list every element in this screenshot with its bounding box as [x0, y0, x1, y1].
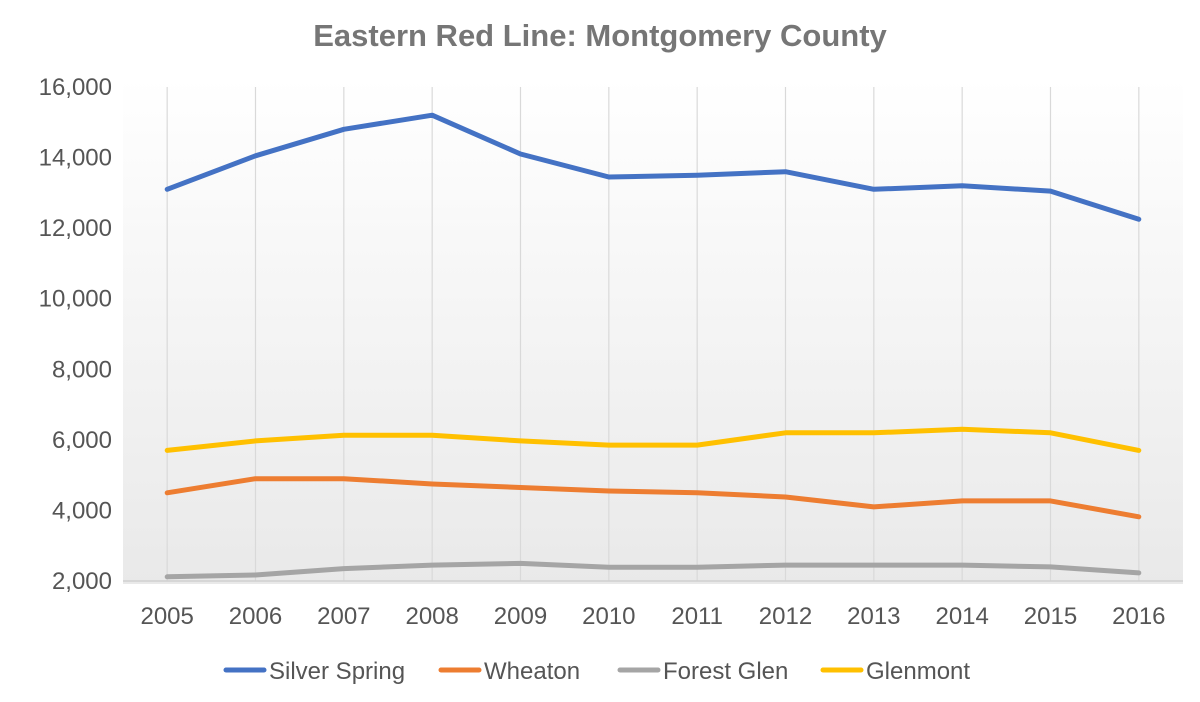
- x-tick-label: 2005: [140, 603, 193, 630]
- x-tick-label: 2016: [1112, 603, 1165, 630]
- y-tick-label: 4,000: [52, 497, 112, 524]
- x-tick-label: 2010: [582, 603, 635, 630]
- x-tick-label: 2007: [317, 603, 370, 630]
- y-tick-label: 12,000: [39, 215, 112, 242]
- legend-label-silver-spring: Silver Spring: [269, 658, 405, 685]
- x-tick-label: 2015: [1024, 603, 1077, 630]
- y-tick-label: 16,000: [39, 74, 112, 101]
- x-tick-label: 2009: [494, 603, 547, 630]
- legend: Silver Spring Wheaton Forest Glen Glenmont: [223, 658, 970, 685]
- axes: 2,000 4,000 6,000 8,000 10,000 12,000 14,000 16…: [39, 74, 1183, 630]
- chart-title: Eastern Red Line: Montgomery County: [313, 18, 887, 53]
- series-line-forest-glen: [164, 560, 1142, 580]
- legend-label-wheaton: Wheaton: [484, 658, 580, 685]
- x-tick-label: 2012: [759, 603, 812, 630]
- x-tick-label: 2006: [229, 603, 282, 630]
- series-line-wheaton: [164, 476, 1142, 520]
- y-tick-label: 14,000: [39, 145, 112, 172]
- y-tick-label: 2,000: [52, 568, 112, 595]
- x-tick-label: 2014: [935, 603, 988, 630]
- legend-label-glenmont: Glenmont: [866, 658, 970, 685]
- x-tick-label: 2008: [405, 603, 458, 630]
- series-lines: [164, 112, 1142, 580]
- plot-area: [123, 78, 1183, 584]
- y-tick-label: 6,000: [52, 427, 112, 454]
- series-line-glenmont: [164, 426, 1142, 453]
- y-tick-label: 8,000: [52, 356, 112, 383]
- x-tick-label: 2013: [847, 603, 900, 630]
- y-tick-label: 10,000: [39, 286, 112, 313]
- legend-label-forest-glen: Forest Glen: [663, 658, 788, 685]
- x-tick-label: 2011: [671, 603, 723, 630]
- series-line-silver-spring: [164, 112, 1142, 222]
